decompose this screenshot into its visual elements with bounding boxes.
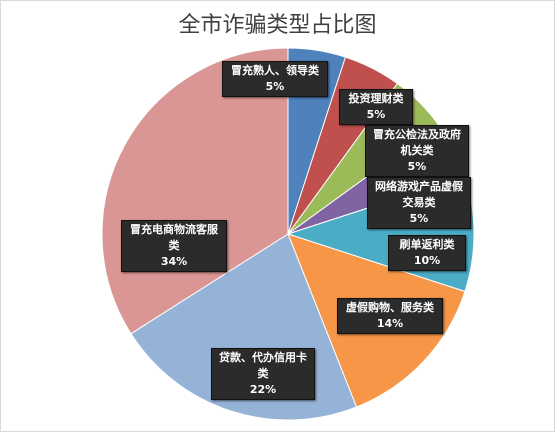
data-label-1: 投资理财类 5% (339, 89, 413, 125)
data-label-0: 冒充熟人、领导类 5% (222, 61, 328, 97)
data-label-3: 网络游戏产品虚假交易类 5% (367, 177, 471, 229)
data-label-4: 刷单返利类 10% (388, 235, 466, 271)
chart-title: 全市诈骗类型占比图 (178, 13, 377, 38)
data-label-6: 贷款、代办信用卡类 22% (211, 348, 315, 400)
data-label-5: 虚假购物、服务类 14% (337, 298, 443, 334)
data-label-7: 冒充电商物流客服类 34% (121, 220, 227, 272)
data-label-2: 冒充公检法及政府机关类 5% (365, 125, 469, 177)
